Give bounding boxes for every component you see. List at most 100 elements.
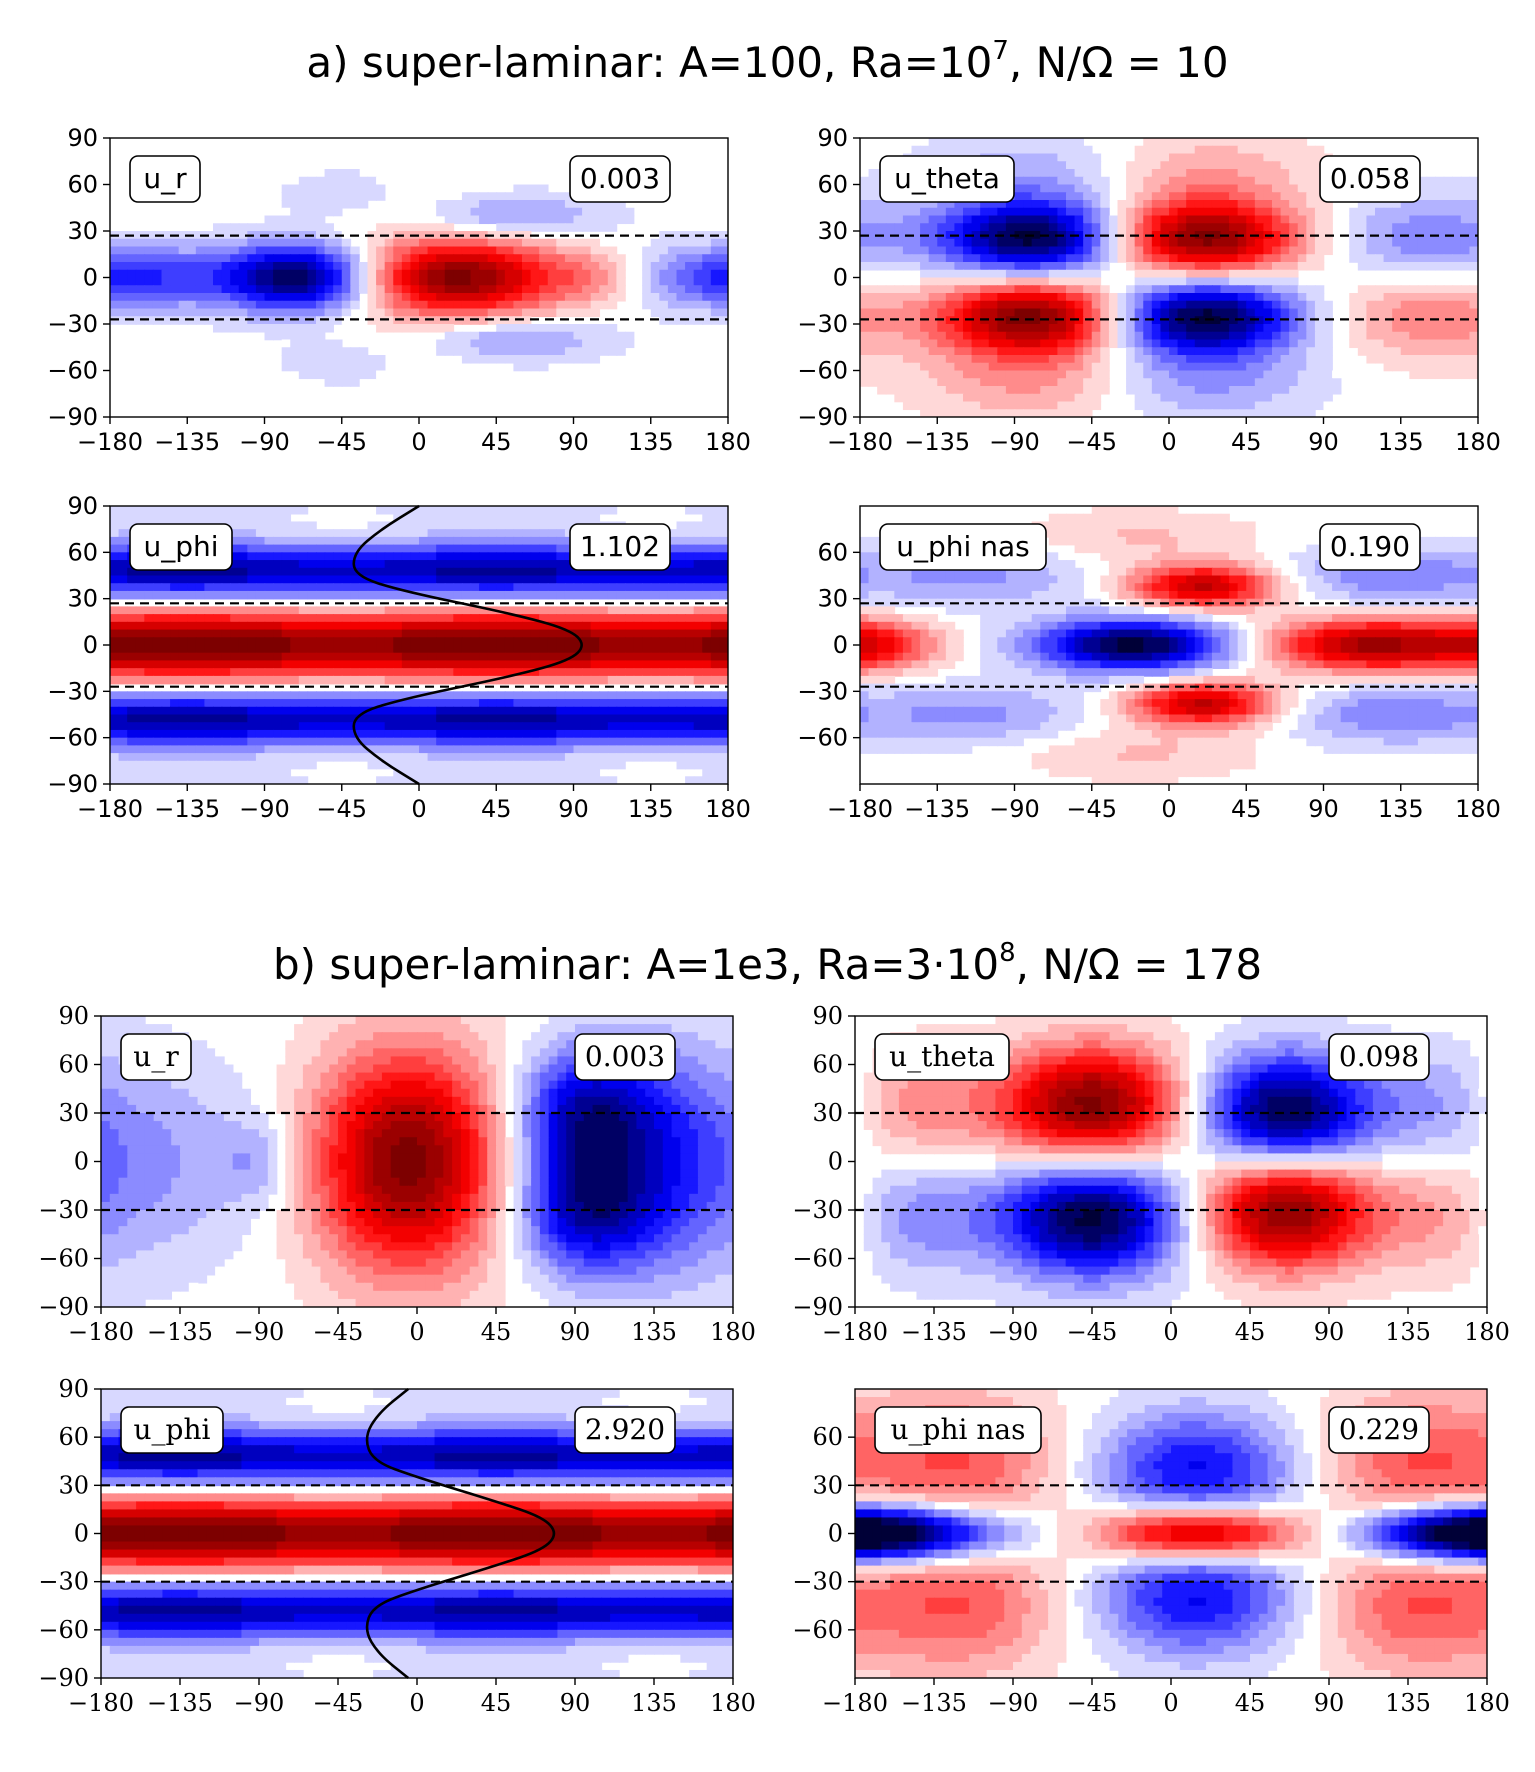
field-cell <box>376 583 386 592</box>
field-cell <box>333 339 343 349</box>
field-cell <box>1435 223 1445 232</box>
field-cell <box>920 362 930 372</box>
field-cell <box>135 308 146 318</box>
field-cell <box>997 409 1007 417</box>
field-cell <box>1134 215 1145 225</box>
field-cell <box>264 308 274 318</box>
field-cell <box>1229 386 1239 395</box>
field-cell <box>1220 269 1230 279</box>
field-cell <box>1280 285 1290 294</box>
field-cell <box>1160 393 1170 403</box>
field-cell <box>564 675 575 685</box>
field-cell <box>1040 393 1050 403</box>
field-cell <box>350 660 360 669</box>
field-cell <box>1023 308 1033 318</box>
field-cell <box>298 606 309 615</box>
field-cell <box>264 606 274 615</box>
field-cell <box>1237 393 1248 403</box>
field-cell <box>1280 207 1290 217</box>
field-cell <box>971 262 981 271</box>
field-cell <box>110 293 120 302</box>
field-cell <box>607 668 618 677</box>
field-cell <box>238 675 249 685</box>
field-cell <box>444 223 455 232</box>
field-cell <box>522 308 532 318</box>
field-cell <box>247 560 257 569</box>
field-cell <box>1349 254 1359 263</box>
field-cell <box>178 567 189 577</box>
field-cell <box>1186 176 1196 186</box>
field-cell <box>1014 246 1024 256</box>
field-cell <box>273 277 283 287</box>
field-cell <box>1083 355 1093 364</box>
field-cell <box>1211 262 1222 271</box>
field-cell <box>264 254 274 263</box>
field-cell <box>1409 262 1419 271</box>
field-cell <box>436 269 446 279</box>
field-cell <box>1083 184 1093 194</box>
field-cell <box>1349 300 1359 310</box>
field-cell <box>213 506 223 515</box>
field-cell <box>1409 331 1419 341</box>
field-cell <box>539 614 549 623</box>
field-cell <box>307 355 317 364</box>
field-cell <box>1392 324 1402 333</box>
field-cell <box>954 138 964 147</box>
field-cell <box>1435 293 1445 302</box>
field-cell <box>1272 362 1282 372</box>
field-cell <box>1409 362 1419 372</box>
field-cell <box>255 223 266 232</box>
field-cell <box>693 621 704 631</box>
field-cell <box>213 269 223 279</box>
field-cell <box>316 238 326 248</box>
field-cell <box>350 668 360 677</box>
field-cell <box>187 308 197 318</box>
field-cell <box>427 521 437 530</box>
field-cell <box>590 575 601 585</box>
section-a-title-suffix: , N/Ω = 10 <box>1008 38 1229 87</box>
field-cell <box>504 300 515 310</box>
field-cell <box>333 606 343 615</box>
field-cell <box>1263 215 1273 225</box>
field-cell <box>1177 370 1187 380</box>
field-cell <box>997 262 1007 271</box>
field-cell <box>1177 401 1187 411</box>
field-cell <box>1254 331 1265 341</box>
field-cell <box>625 207 635 217</box>
field-cell <box>1134 231 1145 240</box>
field-cell <box>1220 316 1230 325</box>
field-cell <box>324 207 334 217</box>
field-cell <box>971 409 981 417</box>
field-cell <box>161 285 171 294</box>
field-cell <box>1151 378 1162 387</box>
field-cell <box>1134 161 1145 170</box>
field-cell <box>1057 378 1067 387</box>
field-cell <box>307 277 317 287</box>
field-cell <box>556 285 566 294</box>
field-cell <box>1194 393 1205 403</box>
field-cell <box>273 521 283 530</box>
field-cell <box>685 300 695 310</box>
field-cell <box>178 285 189 294</box>
field-cell <box>676 590 686 600</box>
field-cell <box>444 506 455 515</box>
field-cell <box>1452 215 1462 225</box>
field-cell <box>702 606 712 615</box>
field-cell <box>307 223 317 232</box>
field-cell <box>1392 215 1402 225</box>
field-cell <box>281 339 292 349</box>
field-cell <box>427 529 437 538</box>
field-cell <box>298 324 309 333</box>
field-cell <box>1272 161 1282 170</box>
field-cell <box>1177 161 1187 170</box>
field-cell <box>410 567 420 577</box>
field-cell <box>221 231 231 240</box>
field-cell <box>607 254 618 263</box>
field-cell <box>945 293 956 302</box>
field-cell <box>410 316 420 325</box>
field-cell <box>920 254 930 263</box>
field-cell <box>333 207 343 217</box>
field-cell <box>1246 362 1256 372</box>
field-cell <box>642 645 652 654</box>
field-cell <box>1048 246 1059 256</box>
